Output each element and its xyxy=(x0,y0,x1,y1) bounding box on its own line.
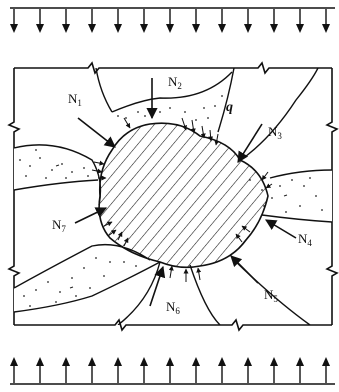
bottom-load-arrow xyxy=(218,357,226,383)
central-grain xyxy=(98,122,269,269)
void-right xyxy=(238,162,332,222)
bottom-load-arrow xyxy=(244,357,252,383)
small-pressure-arrow xyxy=(168,265,174,279)
top-load-arrows xyxy=(10,9,330,33)
bottom-load-arrow xyxy=(140,357,148,383)
small-pressure-arrow xyxy=(241,225,251,233)
small-pressure-arrow xyxy=(181,117,187,131)
small-pressure-arrow xyxy=(93,160,105,166)
top-load-arrow xyxy=(244,9,252,33)
force-arrow-n3 xyxy=(237,123,263,163)
small-pressure-arrow xyxy=(261,171,269,181)
label-n2: N2 xyxy=(168,74,182,91)
bottom-load-arrow xyxy=(192,357,200,383)
small-pressure-arrow xyxy=(117,231,123,241)
contact-pressure-arrows xyxy=(91,117,273,282)
grain-line-11 xyxy=(217,68,235,133)
void-top xyxy=(112,72,232,136)
bottom-load-arrow xyxy=(166,357,174,383)
top-load-arrow xyxy=(36,9,44,33)
grain-line-12 xyxy=(95,68,113,113)
force-labels: N1 N2 N3 N4 N5 N6 N7 q xyxy=(52,74,312,316)
label-n3: N3 xyxy=(268,124,282,141)
top-load-arrow xyxy=(192,9,200,33)
bottom-load-arrows xyxy=(10,357,330,383)
bottom-load-arrow xyxy=(296,357,304,383)
void-regions xyxy=(14,72,332,312)
force-arrow-n5 xyxy=(230,255,259,284)
top-load-arrow xyxy=(322,9,330,33)
top-load-arrow xyxy=(296,9,304,33)
small-pressure-arrow xyxy=(123,237,129,247)
top-load-arrow xyxy=(88,9,96,33)
bottom-distributed-load xyxy=(10,357,335,385)
small-pressure-arrow xyxy=(196,267,202,281)
grain-line-13 xyxy=(111,71,233,113)
label-n6: N6 xyxy=(166,299,180,316)
top-distributed-load xyxy=(10,7,335,33)
small-pressure-arrow xyxy=(208,129,214,142)
top-load-arrow xyxy=(270,9,278,33)
bottom-load-arrow xyxy=(36,357,44,383)
box-bottom-edge xyxy=(14,318,332,332)
top-load-arrow xyxy=(166,9,174,33)
grain-line-6 xyxy=(189,264,221,325)
small-pressure-arrow xyxy=(103,221,113,227)
label-n7: N7 xyxy=(52,217,66,234)
top-load-arrow xyxy=(140,9,148,33)
small-pressure-arrow xyxy=(91,168,103,174)
grain-line-10 xyxy=(237,68,319,163)
top-load-arrow xyxy=(114,9,122,33)
bottom-load-arrow xyxy=(10,357,18,383)
small-pressure-arrow xyxy=(235,233,243,243)
top-load-arrow xyxy=(10,9,18,33)
label-n4: N4 xyxy=(298,231,312,248)
force-arrow-n6 xyxy=(149,265,166,307)
small-pressure-arrow xyxy=(214,133,220,146)
bottom-load-arrow xyxy=(270,357,278,383)
force-arrow-n4 xyxy=(265,219,297,239)
void-left xyxy=(14,145,99,190)
bottom-load-arrow xyxy=(62,357,70,383)
bottom-load-arrow xyxy=(88,357,96,383)
force-arrow-n1 xyxy=(77,117,116,148)
grain-contact-lines xyxy=(14,68,332,325)
bottom-load-arrow xyxy=(322,357,330,383)
small-pressure-arrow xyxy=(123,117,131,129)
contact-forces xyxy=(74,78,297,307)
label-q: q xyxy=(226,100,233,115)
box-top-edge xyxy=(14,61,332,75)
label-n1: N1 xyxy=(68,91,82,108)
top-load-arrow xyxy=(62,9,70,33)
top-load-arrow xyxy=(218,9,226,33)
specimen-boundary xyxy=(7,61,339,332)
small-pressure-arrow xyxy=(265,183,273,189)
void-bottom-left xyxy=(14,245,148,312)
bottom-load-arrow xyxy=(114,357,122,383)
grain-line-9 xyxy=(269,169,332,179)
grain-line-8 xyxy=(261,214,332,223)
force-arrow-n7 xyxy=(74,207,108,224)
label-n5: N5 xyxy=(264,287,278,304)
small-pressure-arrow xyxy=(200,125,206,139)
grain-line-2 xyxy=(14,179,99,191)
box-left-edge xyxy=(7,68,21,325)
small-pressure-arrow xyxy=(190,119,196,134)
grain-line-3 xyxy=(14,261,161,313)
small-pressure-arrow xyxy=(107,229,117,237)
